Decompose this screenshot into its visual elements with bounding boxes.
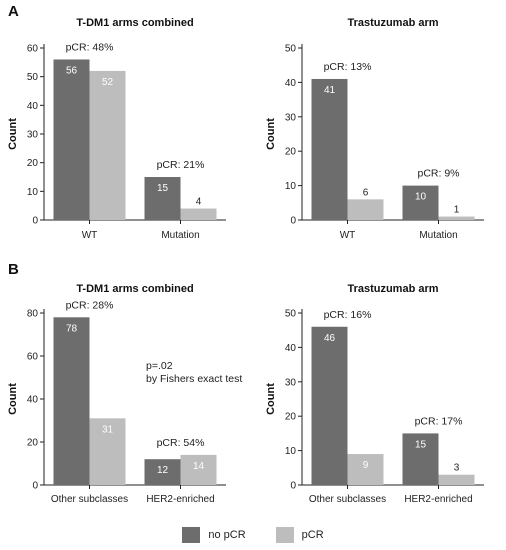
bar-no-pcr <box>311 326 348 485</box>
y-tick-label: 30 <box>27 130 39 141</box>
panel-label-a: A <box>8 3 19 20</box>
y-tick-label: 20 <box>27 158 39 169</box>
figure: A B T-DM1 arms combinedCount010203040506… <box>7 3 484 505</box>
chart-2: T-DM1 arms combined Count 0 20 40 60 80 78 31 Oth… <box>7 283 242 505</box>
bar-pcr <box>347 199 384 220</box>
data-label: 78 <box>66 323 78 334</box>
data-label: 4 <box>196 197 202 208</box>
pcr-annotation: pCR: 28% <box>66 299 114 311</box>
pcr-annotation: pCR: 54% <box>157 437 205 449</box>
x-tick-label: Other subclasses <box>309 494 386 505</box>
y-tick-label: 20 <box>27 438 39 449</box>
bar-pcr <box>438 474 475 485</box>
y-tick-label: 10 <box>27 187 39 198</box>
bar-no-pcr <box>402 185 439 220</box>
y-tick-label: 60 <box>27 44 39 55</box>
y-axis-label: Count <box>265 118 277 150</box>
bar-pcr <box>89 70 126 220</box>
data-label: 3 <box>454 463 460 474</box>
data-label: 31 <box>102 424 114 435</box>
y-axis-label: Count <box>7 383 19 415</box>
bar-no-pcr <box>402 433 439 485</box>
y-tick-label: 80 <box>27 309 39 320</box>
legend-item-no-pcr: no pCR <box>182 527 246 543</box>
data-label: 15 <box>415 439 427 450</box>
y-tick-label: 60 <box>27 352 39 363</box>
chart-title: T-DM1 arms combined <box>76 283 193 295</box>
x-tick-label: HER2-enriched <box>146 494 214 505</box>
y-tick-label: 50 <box>285 309 297 320</box>
pcr-annotation: pCR: 17% <box>415 415 463 427</box>
y-tick-label: 50 <box>27 72 39 83</box>
p-value-note: by Fishers exact test <box>146 373 242 385</box>
legend-item-pcr: pCR <box>275 527 324 543</box>
y-tick-label: 30 <box>285 112 297 123</box>
data-label: 6 <box>363 187 369 198</box>
y-axis-label: Count <box>265 383 277 415</box>
chart-1: Trastuzumab arm Count 0 10 20 30 40 50 41 6 WT pCR:… <box>265 17 484 241</box>
x-tick-label: WT <box>340 230 356 241</box>
bar-pcr <box>180 208 217 220</box>
bar-no-pcr <box>53 317 90 485</box>
charts-container: T-DM1 arms combinedCount0102030405060565… <box>7 17 484 505</box>
pcr-annotation: pCR: 21% <box>157 159 205 171</box>
chart-title: Trastuzumab arm <box>347 283 438 295</box>
legend-swatch-no-pcr <box>182 527 201 543</box>
chart-title: T-DM1 arms combined <box>76 17 193 29</box>
chart-3: Trastuzumab arm Count 0 10 20 30 40 50 46 9 Other … <box>265 283 484 505</box>
data-label: 14 <box>193 461 205 472</box>
p-value-note: p=.02 <box>146 360 173 372</box>
bar-no-pcr <box>53 59 90 220</box>
legend: no pCR pCR <box>0 522 506 548</box>
pcr-annotation: pCR: 48% <box>66 41 114 53</box>
data-label: 9 <box>363 460 369 471</box>
x-tick-label: WT <box>82 230 98 241</box>
pcr-annotation: pCR: 13% <box>324 61 372 73</box>
panel-label-b: B <box>8 261 19 278</box>
y-tick-label: 40 <box>27 101 39 112</box>
x-tick-label: HER2-enriched <box>404 494 472 505</box>
pcr-annotation: pCR: 9% <box>417 168 459 180</box>
chart-title: Trastuzumab arm <box>347 17 438 29</box>
data-label: 46 <box>324 333 336 344</box>
data-label: 56 <box>66 65 78 76</box>
y-tick-label: 10 <box>285 446 297 457</box>
data-label: 12 <box>157 465 169 476</box>
legend-swatch-pcr <box>275 527 294 543</box>
data-label: 15 <box>157 183 169 194</box>
bar-pcr <box>180 454 217 485</box>
bar-pcr <box>347 454 384 485</box>
x-tick-label: Mutation <box>161 230 199 241</box>
data-label: 52 <box>102 77 114 88</box>
bar-pcr <box>438 216 475 220</box>
bar-no-pcr <box>144 177 181 220</box>
data-label: 41 <box>324 85 336 96</box>
pcr-annotation: pCR: 16% <box>324 309 372 321</box>
y-tick-label: 0 <box>290 481 296 492</box>
y-tick-label: 20 <box>285 147 297 158</box>
y-tick-label: 10 <box>285 181 297 192</box>
x-tick-label: Mutation <box>419 230 457 241</box>
chart-0: T-DM1 arms combined Count 0 10 20 30 40 50 60 56 5… <box>7 17 226 241</box>
y-tick-label: 40 <box>27 395 39 406</box>
y-tick-label: 0 <box>32 216 38 227</box>
y-tick-label: 40 <box>285 343 297 354</box>
bar-no-pcr <box>311 78 348 221</box>
y-tick-label: 50 <box>285 44 297 55</box>
bar-pcr <box>89 418 126 485</box>
legend-label-pcr: pCR <box>301 529 324 541</box>
y-tick-label: 20 <box>285 412 297 423</box>
y-axis-label: Count <box>7 118 19 150</box>
legend-label-no-pcr: no pCR <box>208 529 246 541</box>
y-tick-label: 30 <box>285 377 297 388</box>
x-tick-label: Other subclasses <box>51 494 128 505</box>
y-tick-label: 0 <box>32 481 38 492</box>
data-label: 10 <box>415 192 427 203</box>
bar-no-pcr <box>144 459 181 485</box>
y-tick-label: 40 <box>285 78 297 89</box>
y-tick-label: 0 <box>290 216 296 227</box>
data-label: 1 <box>454 205 460 216</box>
